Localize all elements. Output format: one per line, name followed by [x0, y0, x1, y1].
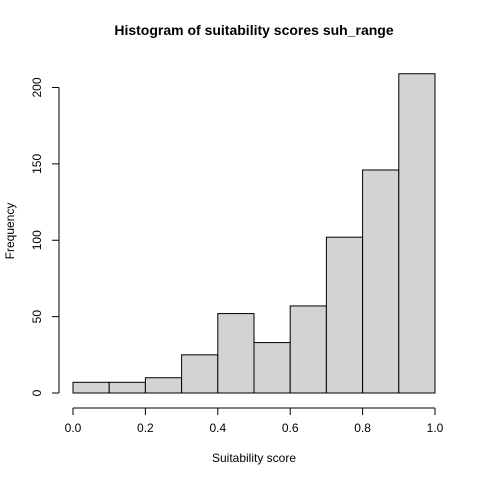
y-tick-label: 50 — [30, 310, 44, 324]
x-tick-label: 0.6 — [282, 421, 299, 435]
bar-1 — [108, 381, 146, 394]
x-axis: 0.0 0.2 0.4 0.6 0.8 1.0 — [65, 407, 444, 435]
bars-group — [72, 73, 436, 394]
x-tick-label: 1.0 — [427, 421, 444, 435]
y-tick-label: 100 — [30, 230, 44, 250]
bar-5 — [253, 342, 291, 394]
y-tick-label: 200 — [30, 77, 44, 97]
bar-2 — [144, 377, 183, 394]
bar-6 — [289, 305, 327, 394]
chart-title: Histogram of suitability scores suh_rang… — [114, 22, 394, 38]
bar-9 — [398, 73, 436, 394]
bar-8 — [362, 169, 400, 394]
bar-0 — [72, 381, 110, 394]
bar-3 — [181, 354, 219, 394]
x-axis-label: Suitability score — [212, 451, 296, 465]
x-tick-label: 0.0 — [65, 421, 82, 435]
bar-7 — [325, 236, 364, 394]
bar-4 — [217, 313, 255, 394]
x-tick-label: 0.4 — [209, 421, 226, 435]
y-axis: 0 50 100 150 200 — [30, 77, 60, 396]
y-tick-label: 150 — [30, 154, 44, 174]
y-tick-label: 0 — [30, 389, 44, 396]
x-tick-label: 0.8 — [354, 421, 371, 435]
y-axis-label: Frequency — [3, 203, 17, 260]
x-tick-label: 0.2 — [137, 421, 154, 435]
